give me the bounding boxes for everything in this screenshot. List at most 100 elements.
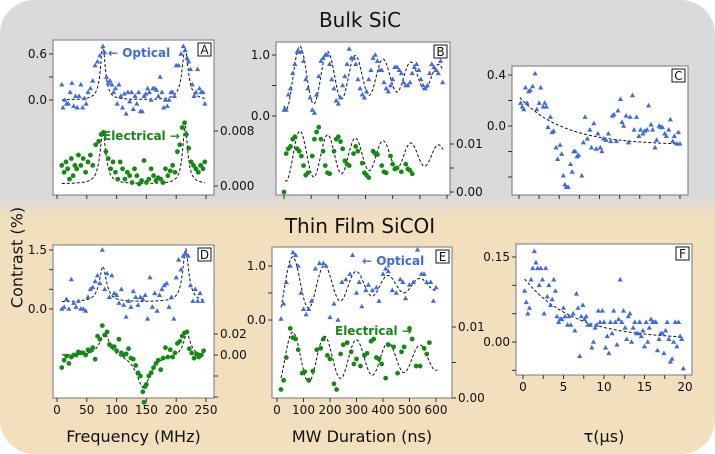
- data-point-optical: [671, 133, 677, 138]
- data-point-electrical: [124, 169, 130, 175]
- data-point-electrical: [394, 165, 400, 171]
- data-point-electrical: [324, 353, 330, 358]
- data-point-optical: [653, 319, 659, 324]
- series-optical: [281, 45, 446, 115]
- data-point-electrical: [183, 132, 189, 137]
- data-point-electrical: [376, 356, 382, 362]
- data-point-optical: [659, 124, 665, 130]
- data-point-optical: [654, 347, 661, 353]
- data-point-optical: [356, 279, 362, 284]
- data-point-optical: [136, 89, 142, 95]
- data-point-optical: [619, 119, 625, 124]
- y-left-tick-label: 0.0: [28, 302, 47, 316]
- data-point-optical: [127, 98, 133, 104]
- data-point-electrical: [140, 389, 146, 395]
- data-point-optical: [625, 139, 632, 145]
- data-point-electrical: [375, 152, 380, 157]
- data-point-optical: [149, 304, 155, 309]
- data-point-optical: [603, 137, 609, 142]
- data-point-electrical: [358, 363, 363, 369]
- data-point-electrical: [318, 136, 324, 142]
- data-point-optical: [534, 106, 540, 112]
- data-point-optical: [606, 350, 612, 356]
- data-point-electrical: [117, 159, 123, 165]
- y-left-tick-label: 0.4: [487, 68, 506, 82]
- data-point-optical: [533, 259, 539, 265]
- data-point-optical: [114, 292, 120, 298]
- data-point-electrical: [354, 356, 359, 362]
- data-point-optical: [631, 127, 637, 132]
- data-point-optical: [142, 292, 148, 298]
- data-point-optical: [592, 325, 598, 330]
- data-point-electrical: [287, 326, 293, 331]
- series-optical: [59, 43, 208, 116]
- data-point-electrical: [409, 336, 415, 342]
- data-point-optical: [159, 286, 165, 292]
- data-point-optical: [400, 279, 406, 284]
- panel-label: D: [200, 248, 209, 262]
- data-point-optical: [650, 127, 656, 132]
- y-right-tick-label: 0.008: [220, 124, 254, 138]
- data-point-optical: [298, 49, 304, 54]
- data-point-optical: [524, 100, 530, 105]
- data-point-optical: [357, 85, 363, 91]
- data-point-electrical: [388, 153, 393, 159]
- x-tick-label: 5: [560, 380, 568, 394]
- data-point-optical: [324, 52, 331, 57]
- data-point-optical: [90, 284, 96, 290]
- data-point-optical: [283, 107, 289, 112]
- data-point-optical: [118, 286, 124, 292]
- data-point-optical: [197, 290, 203, 296]
- data-point-optical: [340, 82, 346, 88]
- data-point-optical: [285, 91, 291, 97]
- x-tick-label: 0: [273, 403, 281, 417]
- data-point-electrical: [179, 125, 185, 130]
- data-point-optical: [666, 336, 672, 341]
- data-point-optical: [544, 293, 550, 299]
- data-point-electrical: [293, 336, 298, 342]
- data-point-electrical: [101, 129, 106, 135]
- panel-e: 0 100 200 300 400 500 600 0.0 1.0 0.00 0.01 ← Optic…: [247, 246, 485, 446]
- data-point-optical: [556, 319, 562, 324]
- data-point-electrical: [66, 361, 72, 366]
- fit-curve-optical: [61, 247, 204, 302]
- data-point-optical: [530, 265, 536, 271]
- data-point-optical: [144, 316, 151, 321]
- data-point-optical: [604, 333, 610, 339]
- data-point-optical: [607, 319, 614, 324]
- data-point-electrical: [305, 170, 311, 176]
- data-point-optical: [410, 279, 417, 284]
- data-point-optical: [671, 339, 677, 344]
- data-point-electrical: [288, 144, 293, 149]
- annotation-optical: ← Optical: [108, 46, 170, 60]
- data-point-optical: [393, 290, 399, 295]
- data-point-optical: [641, 128, 648, 133]
- data-point-optical: [584, 135, 591, 141]
- data-point-optical: [379, 67, 385, 73]
- data-point-optical: [186, 58, 192, 64]
- data-point-optical: [532, 70, 538, 76]
- data-point-optical: [306, 306, 312, 311]
- data-point-optical: [316, 260, 322, 266]
- data-point-optical: [164, 280, 170, 286]
- data-point-optical: [74, 104, 80, 110]
- data-point-optical: [622, 325, 628, 330]
- data-point-electrical: [316, 124, 322, 130]
- data-point-optical: [603, 344, 609, 350]
- plot-area: [52, 244, 215, 399]
- data-point-optical: [554, 313, 560, 319]
- data-point-optical: [337, 94, 344, 100]
- data-point-optical: [557, 142, 563, 147]
- data-point-optical: [87, 85, 93, 91]
- data-point-electrical: [177, 338, 183, 344]
- data-point-electrical: [167, 347, 173, 353]
- data-point-optical: [663, 133, 669, 138]
- data-point-optical: [318, 58, 324, 63]
- series-optical: [518, 70, 683, 189]
- data-point-optical: [674, 343, 680, 349]
- data-point-electrical: [90, 345, 96, 351]
- data-point-optical: [594, 322, 600, 327]
- data-point-optical: [343, 276, 349, 282]
- data-point-optical: [613, 138, 620, 144]
- data-point-electrical: [195, 169, 201, 175]
